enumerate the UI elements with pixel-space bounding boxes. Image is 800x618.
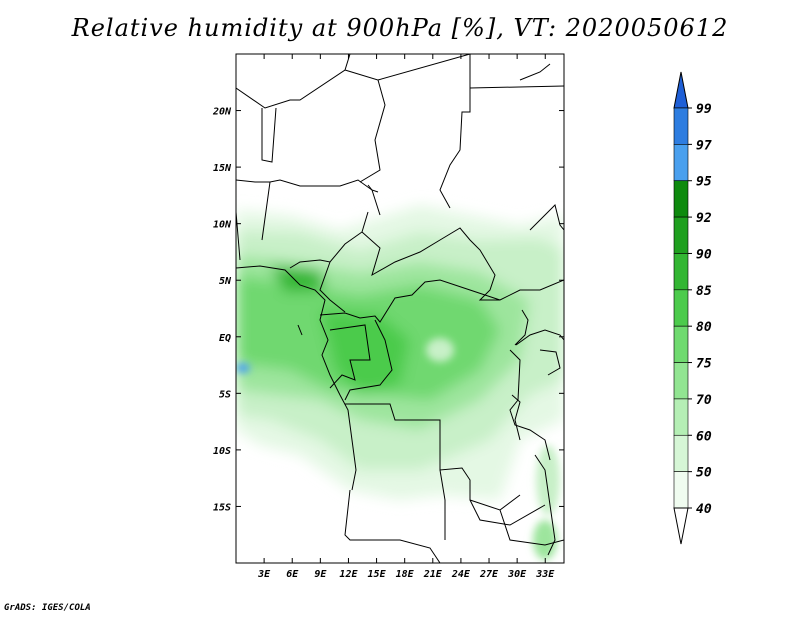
colorbar-label: 90 (696, 247, 712, 262)
colorbar-label: 95 (696, 175, 712, 190)
lat-tick-label: 5N (219, 276, 232, 287)
colorbar-segment (673, 289, 689, 327)
colorbar-label: 70 (696, 393, 712, 408)
colorbar-segment (673, 362, 689, 400)
lon-tick-label: 3E (257, 569, 271, 580)
colorbar-segment (673, 325, 689, 363)
colorbar-segment (673, 216, 689, 254)
colorbar-label: 40 (696, 502, 712, 517)
lon-tick-label: 18E (396, 569, 415, 580)
colorbar-label: 50 (696, 466, 712, 481)
colorbar-top-arrow (673, 71, 689, 109)
colorbar-label: 99 (696, 102, 712, 117)
lon-tick-label: 30E (507, 569, 527, 580)
lon-tick-label: 9E (314, 569, 327, 580)
lon-tick-label: 27E (479, 569, 499, 580)
lat-tick-label: 20N (212, 107, 232, 118)
humidity-field (236, 205, 564, 560)
lat-tick-label: 15N (213, 163, 232, 174)
colorbar-label: 60 (696, 429, 712, 444)
coastlines (236, 184, 556, 556)
lat-tick-label: 15S (213, 502, 231, 513)
colorbar-segment (673, 471, 689, 509)
country-boundaries (236, 54, 564, 563)
colorbar-segment (673, 434, 689, 472)
colorbar-label: 92 (696, 211, 712, 226)
credit-label: GrADS: IGES/COLA (4, 603, 91, 613)
colorbar-segment (673, 107, 689, 145)
colorbar-label: 85 (696, 284, 712, 299)
colorbar-segment (673, 253, 689, 291)
lat-tick-label: 10N (213, 220, 232, 231)
lat-tick-label: 10S (213, 446, 231, 457)
colorbar-label: 80 (696, 320, 712, 335)
colorbar-label: 97 (696, 138, 712, 153)
map-frame (235, 53, 565, 564)
lon-tick-label: 21E (423, 569, 443, 580)
colorbar-segment (673, 180, 689, 218)
colorbar-label: 75 (696, 357, 712, 372)
latitude-axis: 20N 15N 10N 5N EQ 5S 10S 15S (212, 107, 564, 513)
longitude-axis: 3E 6E 9E 12E 15E 18E 21E 24E 27E 30E 33E (257, 54, 555, 580)
chart-title: Relative humidity at 900hPa [%], VT: 202… (71, 14, 729, 42)
lon-tick-label: 33E (535, 569, 555, 580)
lat-tick-label: 5S (219, 389, 231, 400)
lat-tick-label: EQ (219, 333, 231, 344)
colorbar-segment (673, 398, 689, 436)
lon-tick-label: 6E (286, 569, 299, 580)
lon-tick-label: 24E (451, 569, 471, 580)
colorbar: 99 97 95 92 90 85 80 75 70 60 50 40 (673, 71, 712, 545)
colorbar-bottom-arrow (673, 507, 689, 545)
lon-tick-label: 12E (339, 569, 358, 580)
lon-tick-label: 15E (368, 569, 387, 580)
colorbar-segment (673, 144, 689, 182)
